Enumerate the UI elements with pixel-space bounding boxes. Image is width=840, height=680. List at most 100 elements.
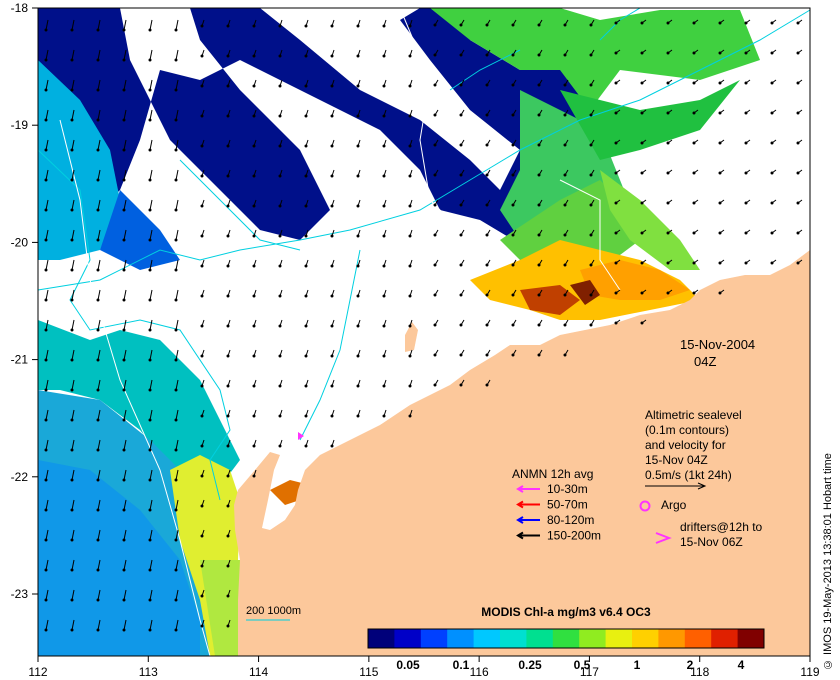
velocity-arrow bbox=[175, 199, 179, 211]
velocity-arrow bbox=[149, 259, 153, 271]
velocity-arrow-head bbox=[614, 261, 618, 265]
velocity-arrow-head bbox=[226, 444, 230, 448]
velocity-arrow-head bbox=[589, 143, 593, 147]
velocity-arrow-head bbox=[122, 508, 126, 512]
velocity-arrow bbox=[175, 109, 179, 121]
velocity-arrow-head bbox=[382, 204, 386, 208]
y-tick-label: -21 bbox=[11, 353, 29, 367]
velocity-arrow-head bbox=[174, 568, 178, 572]
velocity-arrow-head bbox=[44, 298, 48, 302]
velocity-arrow-head bbox=[640, 261, 644, 265]
velocity-arrow-head bbox=[408, 24, 412, 28]
velocity-arrow-head bbox=[252, 444, 256, 448]
velocity-arrow-head bbox=[122, 538, 126, 542]
velocity-arrow-head bbox=[200, 144, 204, 148]
velocity-arrow-head bbox=[537, 23, 541, 27]
x-tick-label: 114 bbox=[249, 665, 268, 679]
velocity-arrow-head bbox=[70, 328, 74, 332]
velocity-arrow-head bbox=[122, 448, 126, 452]
velocity-arrow-head bbox=[226, 384, 230, 388]
velocity-arrow-head bbox=[770, 111, 774, 115]
velocity-arrow-head bbox=[408, 204, 412, 208]
velocity-arrow-head bbox=[278, 234, 282, 238]
velocity-arrow-head bbox=[485, 293, 489, 297]
velocity-arrow bbox=[97, 529, 101, 541]
velocity-arrow-head bbox=[511, 173, 515, 177]
velocity-arrow-head bbox=[330, 354, 334, 358]
velocity-arrow bbox=[97, 409, 101, 421]
velocity-arrow-head bbox=[382, 354, 386, 358]
velocity-arrow-head bbox=[252, 234, 256, 238]
velocity-arrow-head bbox=[382, 234, 386, 238]
velocity-arrow bbox=[97, 19, 101, 31]
velocity-arrow bbox=[123, 529, 127, 541]
velocity-arrow bbox=[45, 559, 49, 571]
velocity-arrow-head bbox=[278, 144, 282, 148]
velocity-arrow-head bbox=[433, 323, 437, 327]
velocity-arrow bbox=[71, 529, 75, 541]
velocity-arrow bbox=[123, 589, 127, 601]
velocity-arrow-head bbox=[148, 478, 152, 482]
colorbar bbox=[368, 629, 765, 648]
velocity-arrow-head bbox=[330, 174, 334, 178]
velocity-arrow-head bbox=[148, 388, 152, 392]
velocity-arrow-head bbox=[511, 203, 515, 207]
velocity-arrow-head bbox=[200, 534, 204, 538]
velocity-arrow-head bbox=[356, 54, 360, 58]
velocity-arrow bbox=[45, 469, 49, 481]
velocity-arrow-head bbox=[200, 384, 204, 388]
scale-arrow-head bbox=[697, 482, 707, 490]
velocity-arrow-head bbox=[174, 358, 178, 362]
velocity-arrow-head bbox=[200, 234, 204, 238]
velocity-arrow-head bbox=[614, 21, 618, 25]
velocity-arrow-head bbox=[44, 268, 48, 272]
velocity-arrow-head bbox=[563, 53, 567, 57]
velocity-arrow-head bbox=[744, 51, 748, 55]
velocity-arrow-head bbox=[692, 21, 696, 25]
velocity-arrow-head bbox=[692, 291, 696, 295]
velocity-arrow-head bbox=[356, 174, 360, 178]
velocity-arrow-head bbox=[278, 354, 282, 358]
colorbar-segment bbox=[711, 629, 739, 648]
velocity-arrow-head bbox=[563, 83, 567, 87]
x-tick-label: 113 bbox=[139, 665, 158, 679]
velocity-arrow-head bbox=[252, 354, 256, 358]
velocity-arrow-head bbox=[96, 628, 100, 632]
velocity-arrow-head bbox=[692, 111, 696, 115]
velocity-arrow bbox=[71, 49, 75, 61]
velocity-arrow bbox=[149, 319, 153, 331]
velocity-arrow-head bbox=[96, 538, 100, 542]
velocity-arrow-head bbox=[459, 293, 463, 297]
velocity-arrow-head bbox=[330, 294, 334, 298]
velocity-arrow-head bbox=[485, 233, 489, 237]
velocity-arrow bbox=[123, 409, 127, 421]
velocity-arrow-head bbox=[666, 171, 670, 175]
velocity-arrow bbox=[71, 589, 75, 601]
velocity-arrow-head bbox=[382, 84, 386, 88]
velocity-arrow bbox=[71, 619, 75, 631]
velocity-arrow bbox=[45, 169, 49, 181]
velocity-arrow-head bbox=[770, 171, 774, 175]
velocity-arrow bbox=[45, 379, 49, 391]
velocity-arrow-head bbox=[485, 383, 489, 387]
velocity-arrow-head bbox=[356, 294, 360, 298]
velocity-arrow-head bbox=[485, 113, 489, 117]
velocity-arrow-head bbox=[485, 323, 489, 327]
velocity-arrow-head bbox=[563, 173, 567, 177]
velocity-arrow bbox=[45, 79, 49, 91]
velocity-arrow-head bbox=[252, 294, 256, 298]
velocity-arrow-head bbox=[640, 171, 644, 175]
velocity-arrow-head bbox=[537, 143, 541, 147]
velocity-arrow-head bbox=[200, 24, 204, 28]
velocity-arrow-head bbox=[252, 264, 256, 268]
velocity-arrow-head bbox=[304, 144, 308, 148]
velocity-arrow-head bbox=[226, 234, 230, 238]
velocity-arrow-head bbox=[304, 234, 308, 238]
velocity-arrow-head bbox=[44, 328, 48, 332]
velocity-arrow-head bbox=[44, 88, 48, 92]
velocity-arrow bbox=[45, 49, 49, 61]
velocity-arrow-head bbox=[122, 478, 126, 482]
colorbar-segment bbox=[394, 629, 422, 648]
velocity-arrows bbox=[44, 19, 803, 632]
